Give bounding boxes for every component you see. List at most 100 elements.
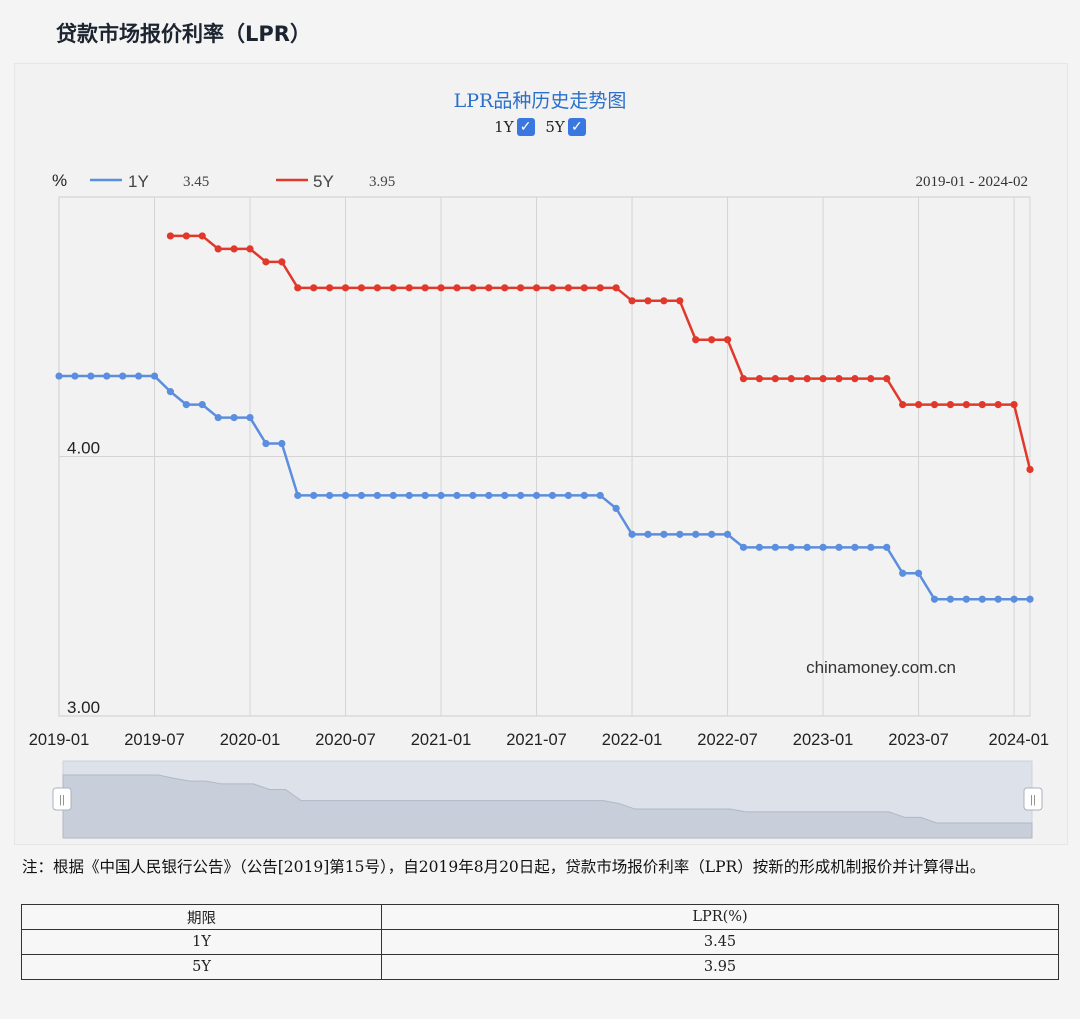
slider-right-handle[interactable] [1023,787,1043,811]
data-point-5y [294,284,302,292]
data-point-5y [198,232,206,240]
data-point-5y [946,401,955,409]
data-point-5y [930,401,939,409]
data-point-1y [262,439,270,448]
gridlines [59,197,1031,716]
legend-5y[interactable]: 5Y 3.95 [276,172,395,191]
data-point-5y [867,375,875,383]
table-header-term: 期限 [20,904,383,930]
data-point-1y [134,372,143,380]
data-point-5y [835,375,843,383]
data-point-1y [532,491,541,500]
lpr-table: 期限 LPR(%) 1Y 3.45 5Y 3.95 [20,904,1059,980]
data-point-1y [723,530,732,538]
data-point-1y [246,413,254,422]
data-point-5y [230,245,238,253]
data-point-1y [357,491,366,500]
table-row: 5Y 3.95 [20,954,1059,980]
toggle-5y[interactable]: 5Y ✓ [545,118,586,136]
data-point-5y [532,284,541,292]
x-tick-label: 2019-01 [29,731,90,749]
data-point-5y [755,375,763,383]
table-row: 1Y 3.45 [20,929,1059,955]
range-slider[interactable]: || || [52,760,1043,839]
y-tick-labels: 4.00 3.00 [67,439,100,718]
legend-1y-name: 1Y [128,172,149,191]
data-point-1y [978,595,986,603]
data-point-1y [787,543,795,551]
data-point-5y [262,258,270,266]
data-point-1y [166,388,175,396]
legend-1y[interactable]: 1Y 3.45 [90,172,209,191]
data-point-5y [214,245,222,253]
data-point-5y [914,401,923,409]
data-point-5y [851,375,859,383]
toggle-1y[interactable]: 1Y ✓ [494,118,535,136]
table-cell-rate: 3.95 [381,954,1059,980]
x-tick-labels: 2019-01 2019-07 2020-01 2020-07 2021-01 2021-… [29,731,1049,749]
data-point-1y [373,491,381,500]
checkbox-1y[interactable]: ✓ [516,118,535,136]
data-point-5y [819,375,827,383]
slider-left-handle[interactable] [52,787,72,811]
chart-title: LPR品种历史走势图 [453,90,627,112]
page-title: 贷款市场报价利率（LPR） [56,22,311,46]
data-point-5y [628,297,636,305]
data-point-5y [469,284,477,292]
data-point-1y [103,372,111,380]
data-point-5y [994,401,1002,409]
data-point-5y [437,284,445,292]
data-point-1y [835,543,843,551]
data-point-1y [1010,595,1018,603]
data-point-1y [150,372,159,380]
table-header-lpr: LPR(%) [381,904,1059,930]
data-point-5y [326,284,334,292]
data-point-5y [660,297,668,305]
data-point-1y [1026,595,1034,603]
data-point-1y [644,530,652,538]
data-point-1y [326,491,334,500]
data-point-5y [310,284,318,292]
data-point-1y [660,530,668,538]
data-point-1y [182,401,190,409]
data-point-5y [978,401,986,409]
data-point-5y [708,336,716,344]
data-point-5y [676,297,684,305]
data-point-5y [373,284,381,292]
data-point-1y [819,543,827,551]
toggle-1y-label: 1Y [494,118,514,136]
data-point-1y [676,530,684,538]
x-tick-label: 2020-07 [315,731,376,749]
data-point-1y [485,491,493,500]
data-point-5y [962,401,970,409]
data-point-1y [517,491,525,500]
data-point-5y [548,284,557,292]
checkbox-5y[interactable]: ✓ [567,118,586,136]
data-point-5y [739,375,748,383]
data-point-5y [517,284,525,292]
data-point-1y [119,372,127,380]
data-point-1y [946,595,955,603]
series-line-5y [170,234,1032,470]
table-cell-rate: 3.45 [381,929,1059,955]
data-point-1y [55,372,63,380]
x-tick-label: 2019-07 [124,731,185,749]
slider-mini-series [62,774,1033,839]
x-tick-label: 2023-07 [888,731,949,749]
table-cell-term: 5Y [20,954,383,980]
data-point-5y [771,375,779,383]
table-cell-term: 1Y [20,929,383,955]
data-point-5y [389,284,397,292]
data-point-1y [739,543,748,551]
y-tick-label: 4.00 [67,439,100,458]
x-tick-label: 2022-01 [602,731,663,749]
data-point-1y [341,491,350,500]
data-point-1y [71,372,79,380]
data-point-1y [453,491,461,500]
data-point-1y [421,491,429,500]
data-point-1y [87,372,95,380]
data-point-5y [612,284,620,292]
table-header-row: 期限 LPR(%) [20,904,1059,930]
data-point-5y [421,284,429,292]
chart-panel [14,63,1068,845]
